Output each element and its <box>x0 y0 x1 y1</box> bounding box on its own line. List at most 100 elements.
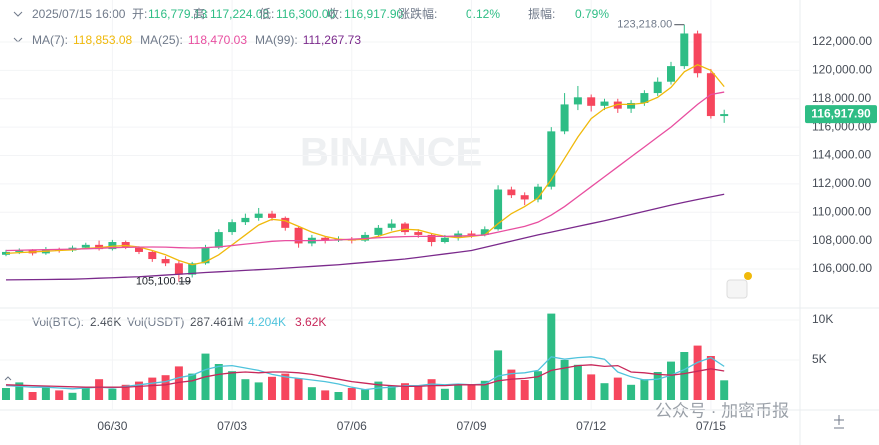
last-price-tag <box>805 105 877 124</box>
open-value: 116,779.13 <box>148 7 207 21</box>
candle-body <box>148 251 157 260</box>
legend-value: 118,853.08 <box>73 33 132 47</box>
candle-body <box>480 229 489 235</box>
volume-bar <box>307 387 316 400</box>
volume-bar <box>480 380 489 400</box>
candle-body <box>467 233 476 235</box>
candle-body <box>600 101 609 106</box>
candle-body <box>121 242 130 248</box>
quote-volume-value: 287.461M <box>190 315 243 329</box>
amplitude-value: 0.79% <box>575 7 609 21</box>
candle-body <box>108 242 117 250</box>
volume-bar <box>334 392 343 400</box>
candle-body <box>507 189 516 196</box>
volume-bar <box>720 380 729 400</box>
volume-bar <box>427 379 436 400</box>
volume-bar <box>693 345 702 400</box>
volume-bar <box>68 392 77 400</box>
candle-body <box>15 250 24 252</box>
volume-bar <box>387 385 396 400</box>
candle-body <box>134 247 143 252</box>
x-tick-label: 07/06 <box>337 419 367 433</box>
volume-bar <box>55 390 64 400</box>
tool-button[interactable] <box>726 279 748 299</box>
candle-body <box>374 227 383 235</box>
volume-bar <box>15 382 24 400</box>
volume-bar <box>640 379 649 400</box>
amplitude-label: 振幅: <box>528 6 555 21</box>
volume-ma-line <box>5 356 725 391</box>
candle-body <box>161 259 170 264</box>
candle-body <box>640 93 649 103</box>
volume-bar <box>627 384 636 400</box>
expand-icon[interactable] <box>4 376 12 381</box>
settings-icon[interactable] <box>834 415 844 429</box>
x-tick-label: 07/09 <box>456 419 486 433</box>
candle-body <box>174 263 183 275</box>
volume-bar <box>121 384 130 400</box>
volume-tick-label: 10K <box>812 312 833 326</box>
volume-bar <box>587 374 596 400</box>
volume-bar <box>281 373 290 400</box>
volume-bar <box>374 381 383 400</box>
volume-bar <box>321 390 330 400</box>
close-label: 收: <box>327 7 342 21</box>
volume-bar <box>134 381 143 400</box>
candle-body <box>321 237 330 241</box>
candle-body <box>627 102 636 109</box>
candle-body <box>427 234 436 243</box>
volume-bar <box>680 352 689 400</box>
volume-bar <box>81 387 90 400</box>
x-tick-label: 06/30 <box>97 419 127 433</box>
legend-value: 118,470.03 <box>188 33 247 47</box>
legend-label: MA(7): <box>32 33 68 47</box>
high-value: 117,224.08 <box>210 7 269 21</box>
volume-bar <box>400 383 409 400</box>
candle-body <box>95 244 104 250</box>
candle-body <box>400 223 409 233</box>
header-time: 2025/07/15 16:00 <box>32 7 126 21</box>
volume-bar <box>613 377 622 400</box>
y-tick-label: 108,000.00 <box>812 233 872 247</box>
volume-bar <box>573 364 582 400</box>
volume-bar <box>95 379 104 400</box>
y-tick-label: 110,000.00 <box>812 204 871 218</box>
volume-label: Vol(BTC): <box>32 315 84 329</box>
volume-bar <box>347 388 356 400</box>
volume-bar <box>507 369 516 400</box>
candle-body <box>720 114 729 117</box>
candle-body <box>680 33 689 67</box>
candle-body <box>587 97 596 106</box>
x-tick-label: 07/12 <box>576 419 606 433</box>
volume-bar <box>361 389 370 400</box>
volume-bar <box>706 356 715 400</box>
low-value: 116,300.00 <box>276 7 335 21</box>
candle-body <box>560 104 569 132</box>
candle-body <box>188 263 197 275</box>
candle-body <box>573 97 582 105</box>
volume-bar <box>653 372 662 400</box>
tool-dot <box>744 272 752 280</box>
volume-bar <box>533 371 542 400</box>
y-tick-label: 122,000.00 <box>812 34 872 48</box>
candle-body <box>241 217 250 223</box>
high-label: 高: <box>193 6 208 21</box>
volume-tick-label: 5K <box>812 352 827 366</box>
volume-bar <box>294 378 303 400</box>
candle-body <box>494 189 503 230</box>
volume-bar <box>241 379 250 400</box>
volume-bar <box>414 386 423 400</box>
volume-legend-value: 3.62K <box>295 315 326 329</box>
ma-line <box>5 91 725 252</box>
volume-legend-value: 4.204K <box>248 315 286 329</box>
candle-body <box>294 227 303 244</box>
candle-body <box>387 223 396 228</box>
volume-bar <box>560 360 569 400</box>
y-tick-label: 114,000.00 <box>812 148 871 162</box>
collapse-icon[interactable] <box>13 11 23 17</box>
candle-body <box>254 213 263 218</box>
y-tick-label: 112,000.00 <box>812 176 871 190</box>
volume-bar <box>108 388 117 400</box>
legend-label: MA(25): <box>140 33 183 47</box>
